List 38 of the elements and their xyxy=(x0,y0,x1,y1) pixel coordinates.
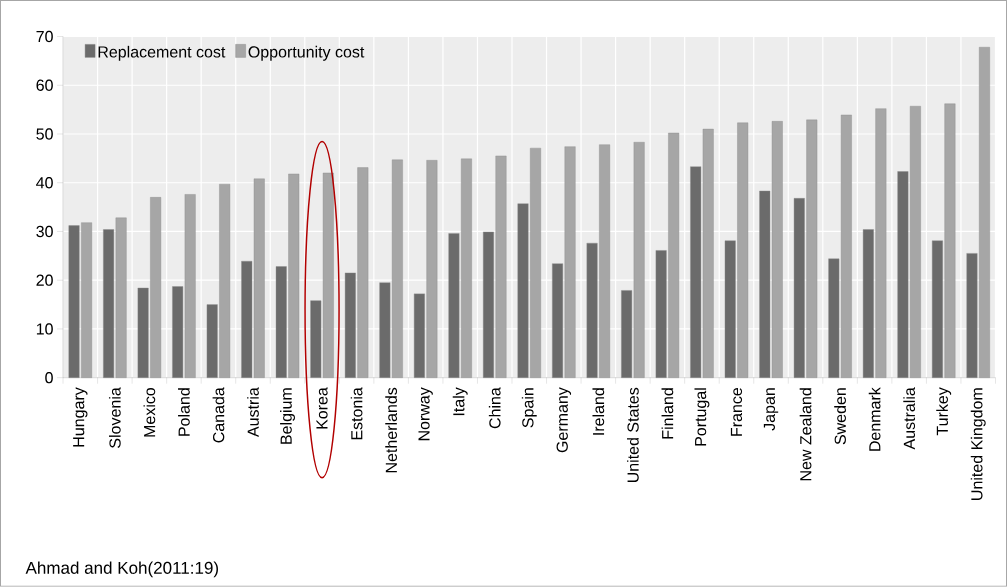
x-tick-label: Ireland xyxy=(592,388,605,435)
x-tick-label: Denmark xyxy=(868,387,881,451)
x-tick-label: Finland xyxy=(661,388,674,439)
x-tick-label: Sweden xyxy=(834,388,846,445)
x-tick-label: Austria xyxy=(247,387,259,438)
x-tick-label: Turkey xyxy=(936,387,952,436)
y-tick-label: 20 xyxy=(36,274,53,286)
x-tick-label: New Zealand xyxy=(799,388,812,481)
y-tick-label: 50 xyxy=(36,128,53,140)
legend-label: Opportunity cost xyxy=(248,45,365,61)
x-tick-label: United States xyxy=(627,387,639,483)
y-tick-label: 10 xyxy=(36,323,53,335)
x-tick-label: Italy xyxy=(452,387,468,416)
x-tick-label: Slovenia xyxy=(108,387,121,449)
x-tick-label: Australia xyxy=(903,387,916,450)
x-tick-label: Hungary xyxy=(73,387,88,447)
y-tick-label: 60 xyxy=(36,79,53,92)
y-tick-label: 0 xyxy=(45,372,53,384)
x-tick-label: Japan xyxy=(763,388,779,431)
x-tick-label: United Kingdom xyxy=(970,388,986,500)
x-tick-label: Germany xyxy=(556,387,572,453)
x-tick-label: Estonia xyxy=(350,387,363,440)
text: Ahmad and Koh(2011:19) xyxy=(25,561,219,578)
y-tick-label: 70 xyxy=(36,30,53,43)
x-tick-label: China xyxy=(488,387,501,429)
x-tick-label: Korea xyxy=(316,387,328,429)
x-tick-label: France xyxy=(730,388,743,436)
x-tick-label: Poland xyxy=(178,388,190,436)
x-tick-label: Canada xyxy=(212,387,225,443)
x-tick-label: Norway xyxy=(418,387,433,441)
x-tick-label: Spain xyxy=(521,388,537,428)
y-tick-label: 30 xyxy=(36,225,53,238)
x-tick-label: Netherlands xyxy=(385,387,397,473)
x-tick-label: Belgium xyxy=(280,388,295,444)
x-tick-label: Mexico xyxy=(143,388,156,437)
legend-label: Replacement cost xyxy=(98,45,226,61)
x-tick-label: Portugal xyxy=(694,388,710,446)
y-tick-label: 40 xyxy=(36,177,53,189)
